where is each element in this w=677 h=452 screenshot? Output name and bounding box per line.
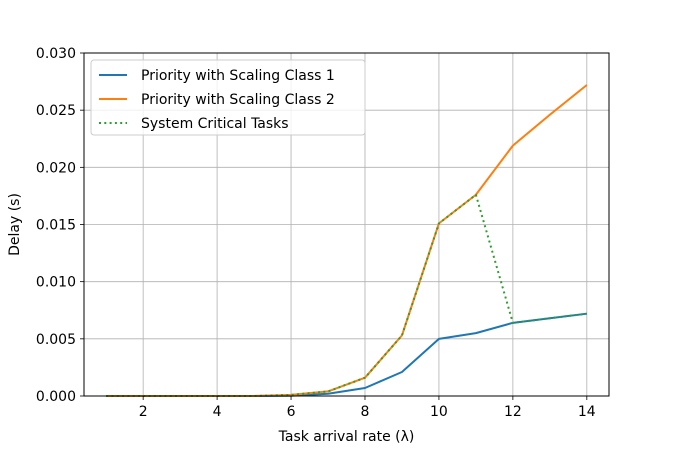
legend-label-2: Priority with Scaling Class 2 bbox=[141, 92, 335, 108]
legend-box bbox=[90, 59, 366, 136]
x-axis-title: Task arrival rate (λ) bbox=[278, 429, 415, 445]
x-tick-label: 8 bbox=[361, 404, 370, 420]
x-tick-label: 6 bbox=[287, 404, 296, 420]
y-tick-label: 0.020 bbox=[36, 160, 76, 176]
legend: Priority with Scaling Class 1 Priority wi… bbox=[90, 59, 366, 136]
y-tick-label: 0.010 bbox=[36, 275, 76, 291]
y-tick-label: 0.005 bbox=[36, 332, 76, 348]
y-tick-label: 0.000 bbox=[36, 389, 76, 405]
axis-ticks: 2 4 6 8 10 12 14 0.000 0.005 0.010 0.015 0.020 0.025… bbox=[36, 46, 596, 420]
x-tick-label: 4 bbox=[213, 404, 222, 420]
y-tick-label: 0.025 bbox=[36, 103, 76, 119]
legend-label-3: System Critical Tasks bbox=[141, 116, 289, 132]
y-axis-title: Delay (s) bbox=[7, 193, 23, 256]
x-tick-label: 10 bbox=[430, 404, 448, 420]
x-tick-label: 12 bbox=[504, 404, 522, 420]
legend-label-1: Priority with Scaling Class 1 bbox=[141, 68, 335, 84]
y-tick-label: 0.015 bbox=[36, 218, 76, 234]
x-tick-label: 2 bbox=[139, 404, 148, 420]
x-tick-label: 14 bbox=[578, 404, 596, 420]
y-tick-label: 0.030 bbox=[36, 46, 76, 62]
